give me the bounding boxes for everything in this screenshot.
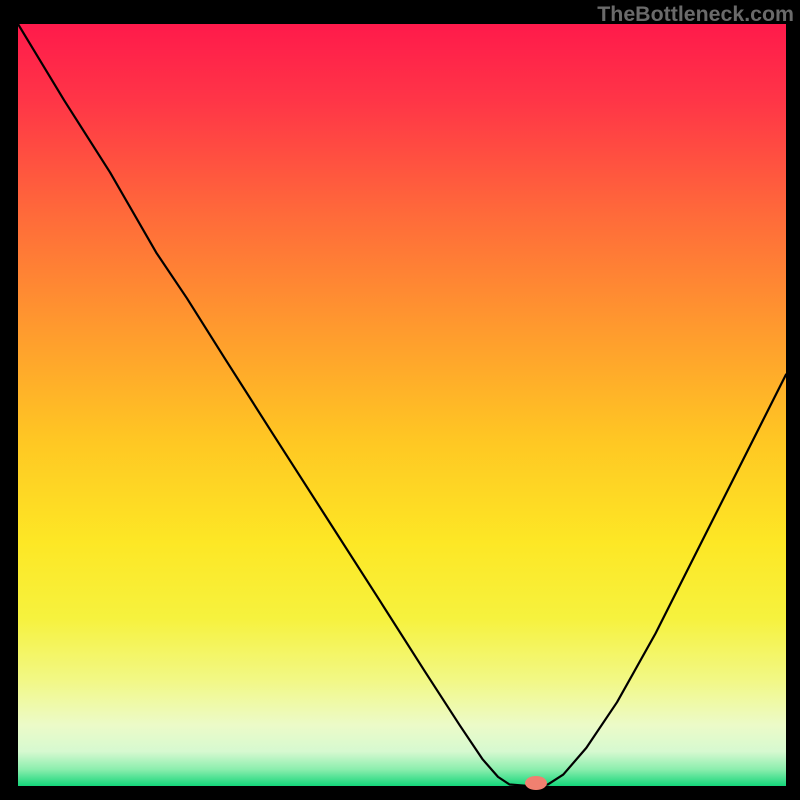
watermark-text: TheBottleneck.com: [597, 2, 794, 27]
border-bottom: [0, 786, 800, 800]
bottleneck-curve: [18, 24, 786, 786]
plot-area: [18, 24, 786, 786]
border-right: [786, 0, 800, 800]
border-left: [0, 0, 18, 800]
chart-container: TheBottleneck.com: [0, 0, 800, 800]
